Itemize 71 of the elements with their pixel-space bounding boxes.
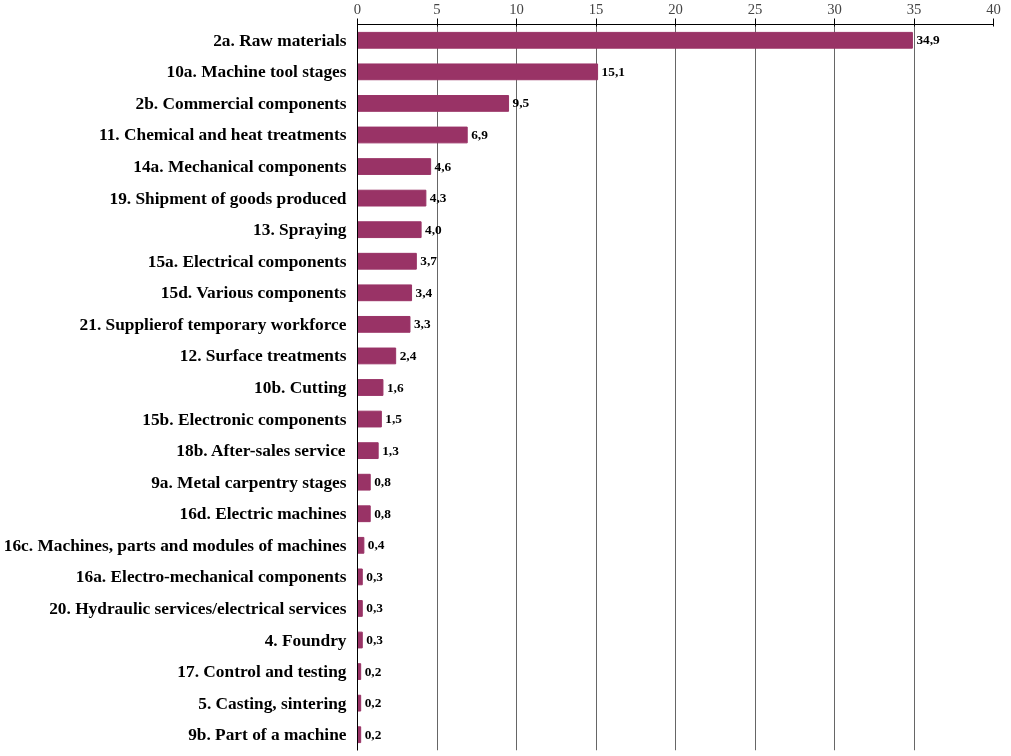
bar (357, 189, 427, 207)
data-label: 1,3 (382, 442, 400, 458)
x-tick-label: 25 (747, 0, 763, 17)
bar (357, 95, 510, 112)
data-label: 0,3 (366, 632, 384, 648)
bar (357, 284, 413, 302)
x-tick-label: 40 (986, 0, 1001, 17)
bar (357, 221, 422, 239)
y-tick-label: 12. Surface treatments (179, 346, 347, 366)
data-label: 0,4 (367, 537, 385, 553)
bar (357, 410, 382, 428)
x-tick-label: 10 (509, 0, 524, 17)
y-tick-label: 19. Shipment of goods produced (109, 188, 347, 208)
x-tick-label: 0 (353, 0, 362, 17)
data-label: 0,8 (374, 505, 392, 521)
data-label: 1,6 (386, 379, 404, 395)
bar (357, 31, 913, 49)
y-tick-label: 16c. Machines, parts and modules of machines (3, 535, 347, 555)
bar (357, 442, 379, 460)
bar (357, 631, 363, 649)
data-label: 0,2 (364, 726, 382, 742)
x-tick-label: 35 (906, 0, 922, 17)
y-tick-label: 10b. Cutting (254, 378, 347, 397)
y-tick-label: 11. Chemical and heat treatments (98, 125, 347, 145)
x-tick-label: 30 (827, 0, 842, 17)
bar (357, 63, 599, 81)
y-tick-label: 18b. After-sales service (176, 441, 346, 461)
y-tick-label: 9b. Part of a machine (188, 725, 347, 745)
data-label: 0,8 (374, 474, 392, 490)
bar (357, 505, 371, 523)
y-tick-label: 4. Foundry (264, 630, 347, 650)
y-tick-label: 9a. Metal carpentry stages (151, 472, 347, 492)
bar (357, 347, 397, 365)
y-tick-label: 20. Hydraulic services/electrical services (49, 598, 347, 618)
bar (357, 600, 363, 617)
y-tick-label: 2a. Raw materials (213, 30, 347, 50)
data-label: 3,7 (420, 253, 438, 269)
bar (357, 568, 363, 586)
y-tick-label: 5. Casting, sintering (198, 693, 347, 713)
x-tick-label: 15 (588, 0, 604, 17)
data-label: 0,2 (364, 695, 382, 711)
data-label: 15,1 (601, 63, 625, 79)
data-label: 0,3 (366, 600, 384, 616)
x-tick-label: 5 (433, 0, 441, 17)
data-label: 3,3 (413, 316, 431, 332)
y-tick-label: 15a. Electrical components (147, 251, 347, 271)
bar (357, 379, 384, 396)
y-tick-label: 17. Control and testing (177, 662, 347, 682)
bar (357, 473, 371, 491)
y-tick-label: 21. Supplierof temporary workforce (79, 314, 347, 334)
data-label: 3,4 (415, 284, 433, 300)
x-tick-label: 20 (668, 0, 683, 17)
y-tick-label: 15d. Various components (160, 283, 347, 303)
data-label: 0,2 (364, 663, 382, 679)
bar (357, 252, 417, 270)
data-label: 0,3 (366, 568, 384, 584)
bar (357, 536, 365, 554)
y-tick-label: 14a. Mechanical components (133, 157, 347, 177)
y-tick-label: 13. Spraying (253, 220, 347, 240)
bar (357, 126, 468, 144)
y-tick-label: 16d. Electric machines (179, 504, 347, 524)
y-tick-label: 10a. Machine tool stages (166, 62, 347, 82)
y-tick-label: 15b. Electronic components (142, 409, 347, 429)
y-tick-label: 16a. Electro-mechanical components (75, 567, 347, 587)
bar (357, 315, 411, 333)
bar (357, 158, 432, 175)
data-label: 1,5 (385, 411, 403, 427)
y-tick-label: 2b. Commercial components (135, 93, 347, 113)
data-label: 34,9 (916, 32, 941, 48)
data-label: 2,4 (399, 347, 417, 363)
data-label: 6,9 (471, 126, 489, 142)
